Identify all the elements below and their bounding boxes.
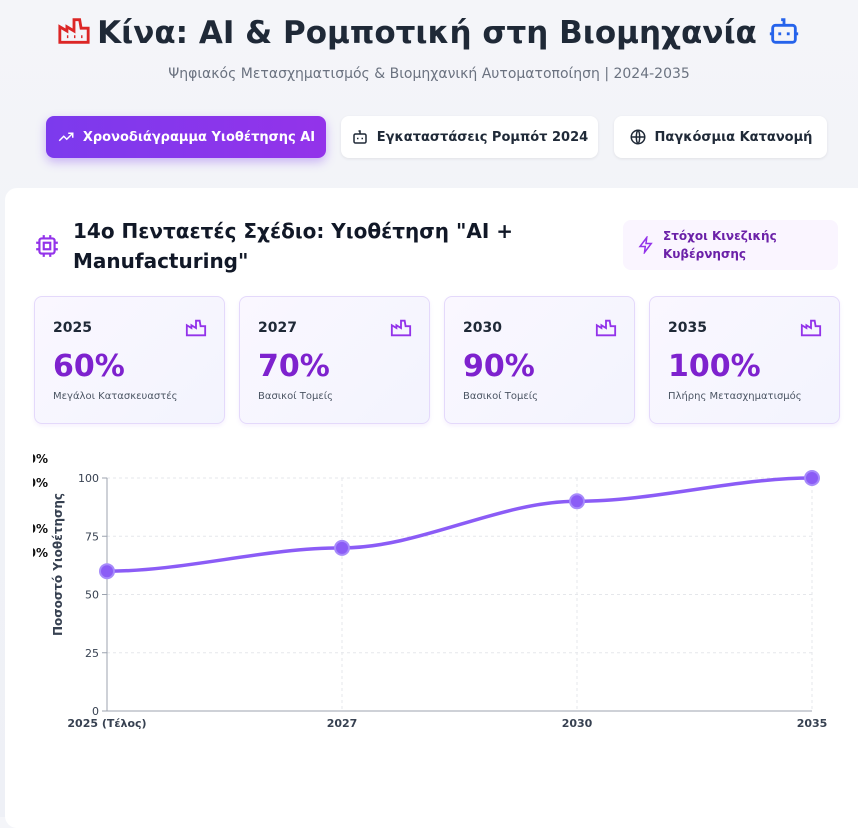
stat-card: 2035 100% Πλήρης Μετασχηματισμός <box>649 296 840 424</box>
chart: 0 25 50 75 100 2025 (Τέλος) 2027 2030 2035 Ποσοστ… <box>11 452 828 730</box>
card-year: 2030 <box>463 320 502 336</box>
card-label: Βασικοί Τομείς <box>463 391 538 402</box>
x-tick-label: 2027 <box>327 717 358 730</box>
card-label: Βασικοί Τομείς <box>258 391 333 402</box>
card-value: 100% <box>668 349 761 384</box>
point <box>804 470 820 486</box>
value-label: 70% <box>19 522 48 536</box>
clipped-labels: 60% 70% 90% 100% <box>11 452 48 560</box>
value-label: 90% <box>19 476 48 490</box>
tab-label: Παγκόσμια Κατανομή <box>654 129 813 145</box>
tab-label: Εγκαταστάσεις Ρομπότ 2024 <box>376 129 589 145</box>
line <box>106 476 813 573</box>
factory-icon <box>800 319 822 337</box>
y-tick-label: 75 <box>85 530 99 543</box>
subtitle: Ψηφιακός Μετασχηματισμός & Βιομηχανική Α… <box>168 66 690 82</box>
point <box>334 539 350 556</box>
chip-icon <box>36 235 58 257</box>
panel <box>5 188 858 828</box>
tab[interactable]: Χρονοδιάγραμμα Υιοθέτησης AI <box>46 116 326 158</box>
card-label: Μεγάλοι Κατασκευαστές <box>53 391 178 402</box>
factory-icon <box>390 319 412 337</box>
x-tick-label: 2030 <box>562 717 593 730</box>
y-tick-label: 0 <box>92 705 99 718</box>
section-title: Manufacturing" <box>73 249 249 273</box>
y-axis-label: Ποσοστό Υιοθέτησης <box>51 493 65 636</box>
stat-card: 2030 90% Βασικοί Τομείς <box>444 296 635 424</box>
point <box>569 493 585 510</box>
value-label: 60% <box>19 546 48 560</box>
tab-label: Χρονοδιάγραμμα Υιοθέτησης AI <box>82 129 316 145</box>
tab[interactable]: Παγκόσμια Κατανομή <box>614 116 827 158</box>
header-title: Κίνα: AI & Ρομποτική στη Βιομηχανία <box>0 14 858 51</box>
card-label: Πλήρης Μετασχηματισμός <box>668 391 802 402</box>
card-value: 70% <box>258 349 330 384</box>
y-tick-label: 50 <box>85 589 99 602</box>
value-label: 100% <box>11 452 48 466</box>
x-tick-label: 2025 (Τέλος) <box>67 717 146 730</box>
tab[interactable]: Εγκαταστάσεις Ρομπότ 2024 <box>341 116 598 158</box>
badge-text: Στόχοι Κινεζικής <box>663 229 777 243</box>
x-tick-label: 2035 <box>797 717 828 730</box>
factory-icon <box>185 319 207 337</box>
y-tick-label: 25 <box>85 647 99 660</box>
point <box>99 563 115 580</box>
badge-text: Κυβέρνησης <box>663 247 746 261</box>
y-tick-label: 100 <box>78 472 99 485</box>
badge: Στόχοι Κινεζικής Κυβέρνησης <box>623 220 838 270</box>
card-year: 2025 <box>53 320 92 336</box>
card-year: 2027 <box>258 320 297 336</box>
card-year: 2035 <box>668 320 707 336</box>
stat-card: 2025 60% Μεγάλοι Κατασκευαστές <box>34 296 225 424</box>
card-value: 60% <box>53 349 125 384</box>
factory-icon <box>595 319 617 337</box>
stat-card: 2027 70% Βασικοί Τομείς <box>239 296 430 424</box>
section-title: 14ο Πενταετές Σχέδιο: Υιοθέτηση "AI + <box>73 219 514 243</box>
title-text: Κίνα: AI & Ρομποτική στη Βιομηχανία <box>97 15 757 51</box>
card-value: 90% <box>463 349 535 384</box>
